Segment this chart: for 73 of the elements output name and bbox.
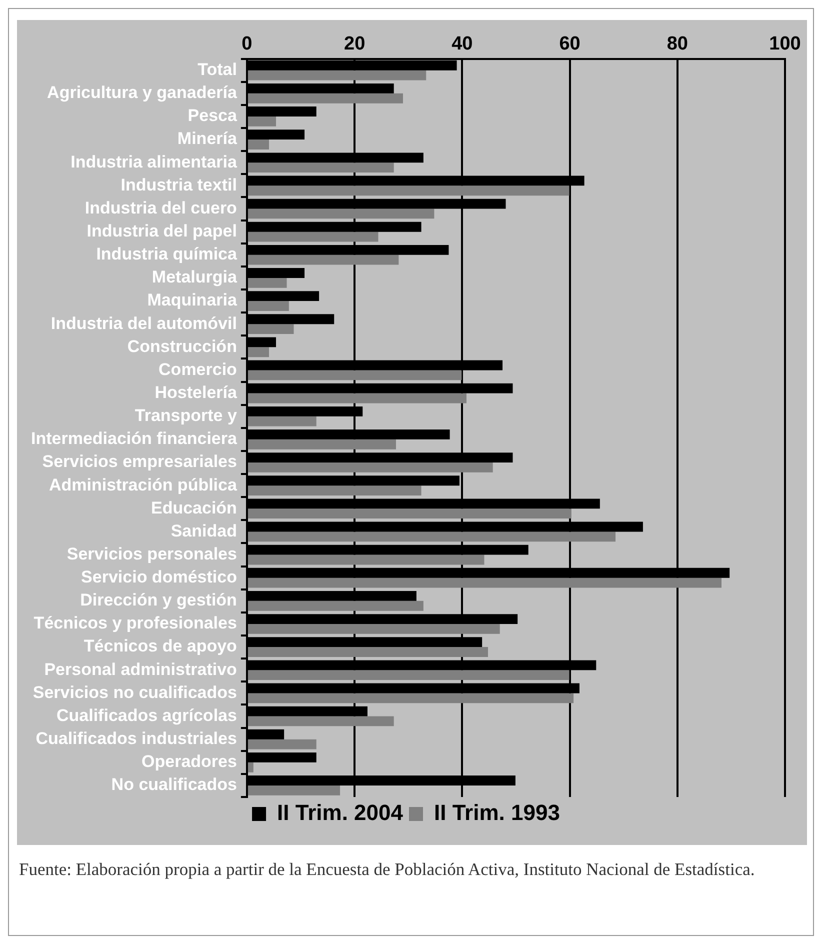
bar (248, 739, 316, 750)
bar (248, 301, 289, 311)
bar (248, 347, 270, 358)
y-tick-label: Hostelería (154, 382, 238, 402)
bar (248, 508, 572, 519)
bar (248, 693, 574, 704)
y-tick-label: Industria del cuero (84, 198, 237, 218)
y-tick-label: Maquinaria (147, 290, 238, 310)
y-tick-label: Agricultura y ganadería (47, 83, 238, 102)
legend-label: II Trim. 2004 (277, 800, 404, 826)
bar (248, 254, 399, 265)
bar (248, 208, 434, 219)
y-tick-label: Metalurgia (152, 268, 238, 287)
bar (248, 486, 422, 496)
bar (248, 762, 254, 772)
x-tick-label: 0 (242, 34, 252, 55)
bar (248, 370, 462, 380)
bar (248, 278, 287, 288)
bar (248, 716, 394, 726)
y-tick-label: Pesca (188, 106, 238, 126)
bar (248, 578, 722, 588)
bar (248, 162, 394, 173)
y-tick-label: Cualificados industriales (36, 729, 237, 748)
bar (248, 600, 424, 611)
y-tick-label: Industria textil (120, 175, 237, 194)
y-tick-label: Servicio doméstico (81, 568, 237, 587)
bar (248, 647, 488, 657)
bar (248, 393, 466, 404)
x-tick-label: 60 (559, 34, 580, 55)
y-tick-label: Dirección y gestión (80, 590, 237, 610)
bar (248, 93, 403, 104)
bar (248, 140, 270, 150)
bar (248, 624, 500, 634)
y-tick-label: Industria alimentaria (70, 152, 238, 172)
bar (248, 670, 570, 680)
y-tick-label: Técnicos y profesionales (34, 614, 237, 633)
bar (248, 116, 276, 126)
y-tick-label: Sanidad (170, 521, 237, 540)
x-tick-label: 40 (452, 34, 473, 55)
y-tick-label: Minería (177, 129, 238, 148)
bar (248, 232, 378, 242)
y-tick-label: Servicios personales (66, 544, 237, 564)
y-tick-label: Técnicos de apoyo (84, 636, 237, 656)
y-tick-label: Industria química (96, 244, 238, 264)
bar (248, 186, 570, 196)
bar (248, 70, 426, 80)
y-tick-label: No cualificados (111, 775, 237, 794)
bar (248, 554, 484, 565)
bar (248, 532, 616, 542)
y-tick-label: Servicios no cualificados (32, 682, 237, 702)
bar (248, 439, 396, 450)
y-tick-label: Operadores (142, 752, 237, 772)
y-tick-label: Construcción (127, 336, 237, 356)
bar (248, 785, 340, 796)
y-tick-label: Comercio (158, 360, 237, 379)
bar (248, 324, 294, 334)
y-tick-label: Educación (150, 498, 237, 518)
y-tick-label: Intermediación financiera (31, 429, 238, 448)
x-tick-label: 100 (769, 34, 801, 55)
y-tick-label: Total (198, 60, 237, 80)
bar (248, 462, 493, 472)
y-tick-label: Industria del papel (86, 222, 237, 241)
bar (248, 416, 316, 426)
source-note: Fuente: Elaboración propia a partir de la Encuesta de Población Activa, Instituto Nacional de Estadística. (19, 858, 756, 881)
y-tick-label: Cualificados agrícolas (56, 706, 237, 725)
legend-label: II Trim. 1993 (434, 800, 560, 826)
y-tick-label: Servicios empresariales (42, 452, 237, 472)
y-tick-label: Personal administrativo (44, 660, 237, 679)
x-tick-label: 80 (666, 34, 688, 55)
x-tick-label: 20 (344, 34, 366, 55)
y-tick-label: Industria del automóvil (50, 314, 237, 333)
y-tick-label: Administración pública (48, 475, 238, 494)
y-tick-label: Transporte y (134, 406, 238, 426)
